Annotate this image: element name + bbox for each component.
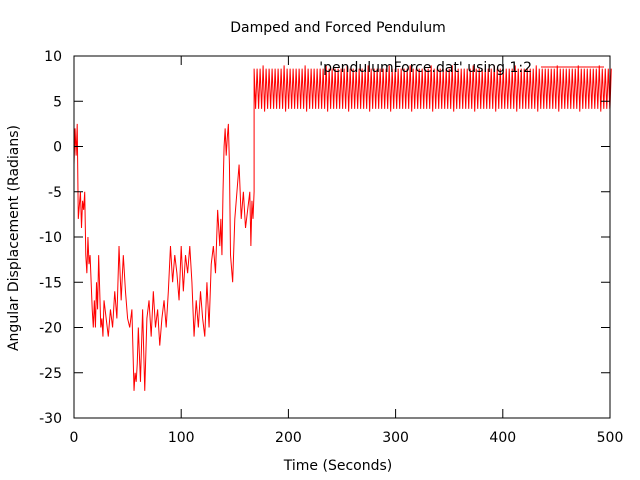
chart-title: Damped and Forced Pendulum <box>230 20 445 36</box>
x-tick-labels: 0 100 200 300 400 500 <box>70 430 624 446</box>
y-tick-label: -20 <box>39 321 62 337</box>
y-tick-label: -10 <box>39 230 62 246</box>
series-line <box>73 65 612 391</box>
legend: 'pendulumForce.dat' using 1:2 <box>319 60 604 76</box>
y-tick-label: 0 <box>53 140 62 156</box>
y-tick-label: -25 <box>39 366 62 382</box>
axis-ticks <box>73 55 611 419</box>
x-tick-label: 500 <box>597 430 624 446</box>
x-tick-label: 200 <box>275 430 302 446</box>
y-tick-labels: -30 -25 -20 -15 -10 -5 0 5 10 <box>39 49 62 427</box>
y-axis-label: Angular Displacement (Radians) <box>6 125 22 351</box>
y-tick-label: 10 <box>44 49 62 65</box>
y-tick-label: 5 <box>53 94 62 110</box>
y-tick-label: -5 <box>48 185 62 201</box>
legend-label: 'pendulumForce.dat' using 1:2 <box>319 60 532 76</box>
y-tick-label: -15 <box>39 275 62 291</box>
plot-frame <box>73 55 611 419</box>
x-axis-label: Time (Seconds) <box>283 458 392 474</box>
x-tick-label: 0 <box>70 430 79 446</box>
x-tick-label: 400 <box>489 430 516 446</box>
y-tick-label: -30 <box>39 411 62 427</box>
x-tick-label: 300 <box>382 430 409 446</box>
x-tick-label: 100 <box>168 430 195 446</box>
plot-area <box>73 65 612 391</box>
